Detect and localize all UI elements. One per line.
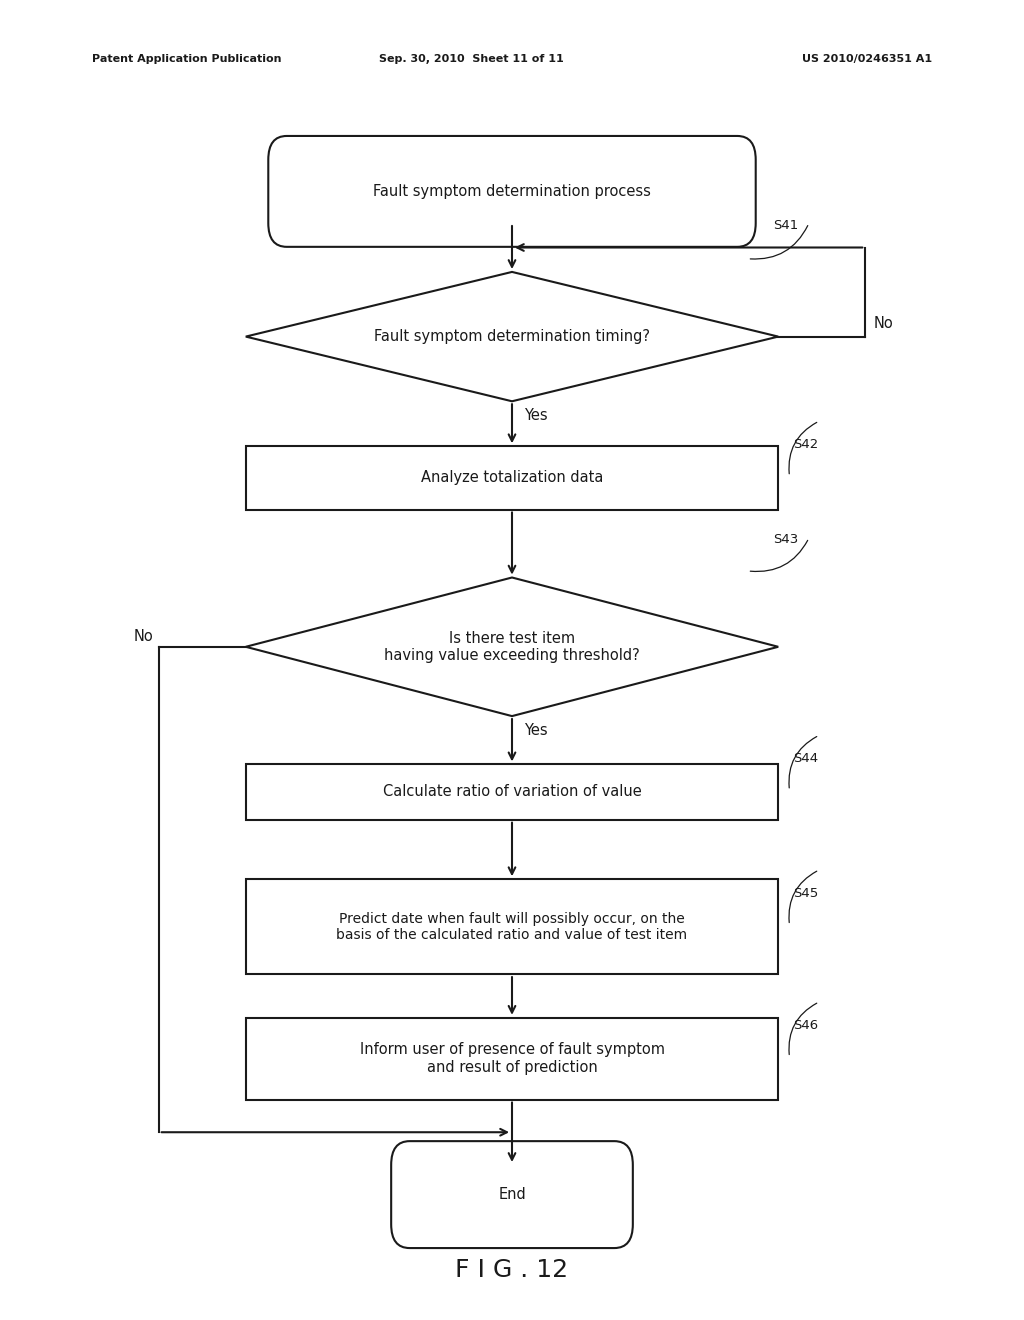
- Text: Predict date when fault will possibly occur, on the
basis of the calculated rati: Predict date when fault will possibly oc…: [337, 912, 687, 941]
- Text: Inform user of presence of fault symptom
and result of prediction: Inform user of presence of fault symptom…: [359, 1043, 665, 1074]
- Text: No: No: [134, 628, 154, 644]
- Text: S45: S45: [794, 887, 819, 900]
- Text: Fault symptom determination process: Fault symptom determination process: [373, 183, 651, 199]
- Text: End: End: [498, 1187, 526, 1203]
- Polygon shape: [246, 578, 778, 715]
- Text: Yes: Yes: [524, 722, 548, 738]
- Text: S43: S43: [773, 533, 799, 546]
- Text: S44: S44: [794, 752, 819, 766]
- Text: Yes: Yes: [524, 408, 548, 422]
- Text: No: No: [873, 315, 893, 331]
- Text: Calculate ratio of variation of value: Calculate ratio of variation of value: [383, 784, 641, 800]
- FancyBboxPatch shape: [391, 1140, 633, 1249]
- Bar: [246, 446, 778, 510]
- Text: US 2010/0246351 A1: US 2010/0246351 A1: [802, 54, 932, 65]
- Text: S42: S42: [794, 438, 819, 451]
- Text: S41: S41: [773, 219, 799, 232]
- Bar: [246, 1018, 778, 1100]
- Text: Is there test item
having value exceeding threshold?: Is there test item having value exceedin…: [384, 631, 640, 663]
- FancyBboxPatch shape: [268, 136, 756, 247]
- Text: Sep. 30, 2010  Sheet 11 of 11: Sep. 30, 2010 Sheet 11 of 11: [379, 54, 563, 65]
- Bar: [246, 764, 778, 820]
- Text: Patent Application Publication: Patent Application Publication: [92, 54, 282, 65]
- Bar: [246, 879, 778, 974]
- Text: F I G . 12: F I G . 12: [456, 1258, 568, 1282]
- Text: S46: S46: [794, 1019, 819, 1032]
- Polygon shape: [246, 272, 778, 401]
- Text: Analyze totalization data: Analyze totalization data: [421, 470, 603, 486]
- Text: Fault symptom determination timing?: Fault symptom determination timing?: [374, 329, 650, 345]
